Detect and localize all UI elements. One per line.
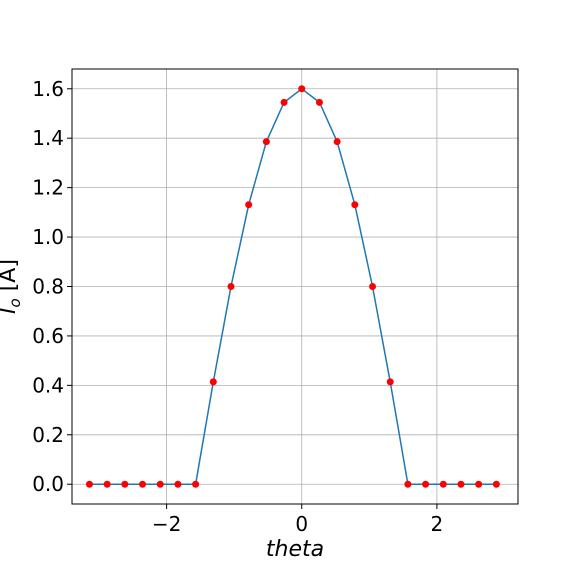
data-point: [439, 480, 447, 488]
data-point: [492, 480, 500, 488]
data-point: [103, 480, 111, 488]
y-axis-label-sub: o: [6, 298, 24, 307]
data-point: [192, 480, 200, 488]
y-axis-label-main: I: [0, 307, 21, 314]
data-point: [298, 85, 306, 93]
data-point: [422, 480, 430, 488]
data-point: [85, 480, 93, 488]
y-tick-label: 1.6: [32, 77, 64, 101]
data-point: [315, 98, 323, 106]
data-point: [386, 378, 394, 386]
data-point: [475, 480, 483, 488]
x-axis-label: theta: [266, 537, 324, 562]
data-point: [121, 480, 129, 488]
grid: [72, 69, 518, 504]
data-point: [457, 480, 465, 488]
data-point: [245, 201, 253, 209]
y-axis-label: Io [A]: [0, 259, 24, 314]
data-point: [209, 378, 217, 386]
data-point: [156, 480, 164, 488]
series-layer: [85, 85, 500, 488]
y-tick-label: 1.4: [32, 126, 64, 150]
data-point: [262, 138, 270, 146]
x-tick-label: 2: [431, 512, 444, 536]
data-point: [333, 138, 341, 146]
y-tick-label: 0.4: [32, 373, 64, 397]
y-tick-label: 0.6: [32, 324, 64, 348]
data-point: [369, 283, 377, 290]
x-tick-label: −2: [152, 512, 181, 536]
data-point: [404, 480, 412, 488]
y-tick-label: 0.8: [32, 275, 64, 299]
x-tick-label: 0: [295, 512, 308, 536]
y-axis-label-unit: [A]: [0, 259, 21, 298]
y-tick-label: 0.0: [32, 472, 64, 496]
y-tick-label: 1.2: [32, 176, 64, 200]
data-point: [280, 98, 288, 106]
data-point: [174, 480, 182, 488]
ticks: −2 0 2 0.0 0.2 0.4 0.6 0.8 1.0 1.2 1.4 1.6: [32, 77, 443, 536]
y-tick-label: 0.2: [32, 423, 64, 447]
data-point: [227, 283, 235, 290]
data-point: [139, 480, 147, 488]
data-point: [351, 201, 359, 209]
y-tick-label: 1.0: [32, 225, 64, 249]
